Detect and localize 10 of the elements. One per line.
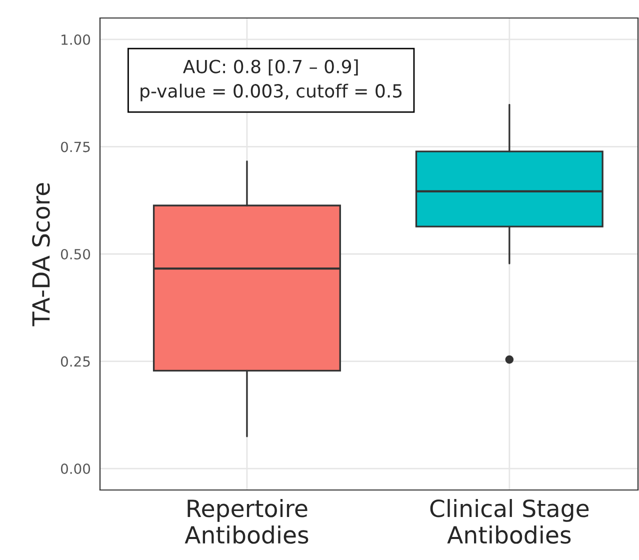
y-tick-label: 0.50 (60, 248, 90, 260)
y-tick-label: 0.25 (60, 356, 90, 367)
y-tick-label: 0.00 (60, 464, 90, 474)
annotation: AUC: 0.8 [0.7 – 0.9] (182, 59, 358, 76)
y-tick-label: 0.75 (60, 142, 90, 152)
x-tick-label: Repertoire Antibodies (184, 499, 308, 544)
y-axis-title: TA-DA Score (32, 183, 50, 326)
x-tick-label: Clinical Stage Antibodies (430, 499, 589, 544)
y-tick-label: 1.00 (62, 34, 90, 45)
annotation: p-value = 0.003, cutoff = 0.5 (140, 84, 402, 102)
